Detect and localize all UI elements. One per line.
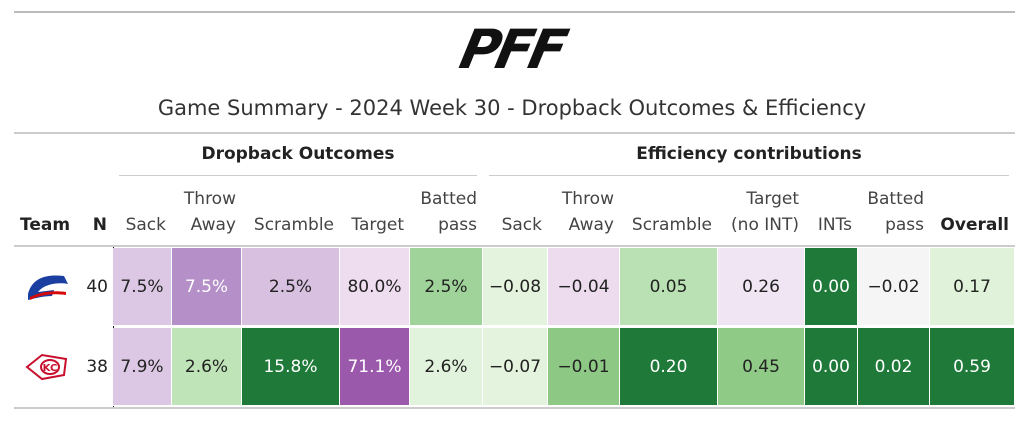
title: Game Summary - 2024 Week 30 - Dropback O… <box>157 96 867 120</box>
column-header: INTs <box>817 215 852 235</box>
top-rule <box>14 11 1015 13</box>
column-header: Scramble <box>253 215 334 235</box>
table-cell: 7.9% <box>113 328 172 406</box>
bottom-rule <box>14 407 1015 409</box>
table-cell: 0.45 <box>718 328 805 406</box>
column-header: Throw Away <box>183 189 236 235</box>
table-cell: 15.8% <box>242 328 340 406</box>
column-header: Sack <box>125 215 166 235</box>
table-cell: 40 <box>80 248 113 326</box>
table-cell: 2.5% <box>410 248 483 326</box>
table-cell: 0.17 <box>930 248 1015 326</box>
table-cell: −0.07 <box>483 328 548 406</box>
column-header: Team <box>20 215 71 235</box>
column-header: N <box>92 215 107 235</box>
table-cell: −0.01 <box>548 328 620 406</box>
table-cell: 0.20 <box>620 328 718 406</box>
table-cell: 2.6% <box>410 328 483 406</box>
table-cell: −0.02 <box>858 248 930 326</box>
table-cell: 71.1% <box>340 328 410 406</box>
divider <box>113 247 114 407</box>
table-cell: −0.04 <box>548 248 620 326</box>
table-cell: 38 <box>80 328 113 406</box>
column-header: Target <box>351 215 404 235</box>
svg-text:KC: KC <box>43 363 58 374</box>
table-cell: 7.5% <box>172 248 242 326</box>
table-cell: 0.59 <box>930 328 1015 406</box>
table-cell: 0.02 <box>858 328 930 406</box>
column-header: Target (no INT) <box>731 189 799 235</box>
table-cell: 2.6% <box>172 328 242 406</box>
table-cell: −0.08 <box>483 248 548 326</box>
column-rule <box>14 245 1015 247</box>
table-cell: 2.5% <box>242 248 340 326</box>
column-header: Batted pass <box>420 189 477 235</box>
spanner-rule <box>489 175 1009 176</box>
table-cell: 0.00 <box>805 248 858 326</box>
chiefs-logo: KC <box>25 353 68 381</box>
column-header: Overall <box>940 215 1009 235</box>
header-rule <box>14 132 1015 134</box>
table-cell: 80.0% <box>340 248 410 326</box>
table-cell: 0.05 <box>620 248 718 326</box>
spanner-rule <box>119 175 477 176</box>
column-header: Scramble <box>631 215 712 235</box>
column-header: Batted pass <box>867 189 924 235</box>
column-header: Throw Away <box>561 189 614 235</box>
table-cell: 0.26 <box>718 248 805 326</box>
bills-logo <box>28 275 68 300</box>
table-cell: 7.5% <box>113 248 172 326</box>
column-header: Sack <box>501 215 542 235</box>
spanner: Dropback Outcomes <box>201 144 395 164</box>
spanner: Efficiency contributions <box>636 144 862 164</box>
logo: PFF <box>454 18 570 81</box>
table-cell: 0.00 <box>805 328 858 406</box>
